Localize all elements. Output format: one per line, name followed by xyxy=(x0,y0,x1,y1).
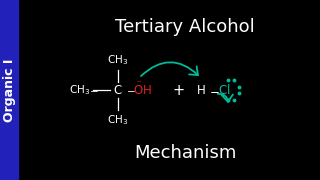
Text: $\mathregular{CH_3}$: $\mathregular{CH_3}$ xyxy=(108,113,129,127)
Text: $\ddot{\mathregular{O}}\mathregular{H}$: $\ddot{\mathregular{O}}\mathregular{H}$ xyxy=(132,82,151,98)
FancyArrowPatch shape xyxy=(141,62,198,76)
Text: Mechanism: Mechanism xyxy=(134,144,236,162)
Text: $\mathregular{CH_3}$: $\mathregular{CH_3}$ xyxy=(108,53,129,67)
Text: Tertiary Alcohol: Tertiary Alcohol xyxy=(115,18,255,36)
Text: $+$: $+$ xyxy=(172,82,184,98)
Text: $-$: $-$ xyxy=(209,84,220,96)
Text: Organic I: Organic I xyxy=(3,58,15,122)
Text: $\mathregular{Cl}$: $\mathregular{Cl}$ xyxy=(218,83,230,97)
Text: $-$: $-$ xyxy=(126,85,136,95)
Text: $-$: $-$ xyxy=(89,85,99,95)
FancyArrowPatch shape xyxy=(218,94,233,102)
Text: $\mathregular{CH_3}$: $\mathregular{CH_3}$ xyxy=(69,83,91,97)
Text: $\mathregular{H}$: $\mathregular{H}$ xyxy=(196,84,206,96)
Bar xyxy=(0,0,18,180)
Text: C: C xyxy=(114,84,122,96)
